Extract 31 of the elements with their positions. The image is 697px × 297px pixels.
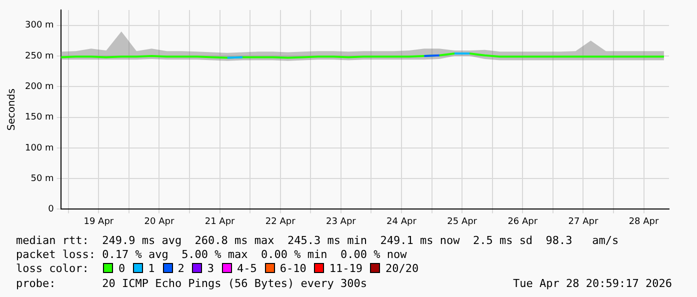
legend-label: 11-19 — [329, 262, 362, 275]
x-tick-label: 26 Apr — [508, 216, 538, 227]
legend-label: 20/20 — [385, 262, 419, 275]
x-tick-label: 24 Apr — [386, 216, 417, 227]
legend-label: 2 — [178, 262, 184, 275]
legend-label: 6-10 — [280, 262, 306, 275]
y-axis-title: Seconds — [6, 88, 18, 131]
legend-label: 3 — [207, 262, 214, 275]
y-tick-label: 50 m — [30, 174, 54, 184]
text: Tue Apr 28 20:59:17 2026 — [513, 277, 672, 290]
y-tick-label: 250 m — [24, 51, 54, 62]
legend-label: 4-5 — [236, 262, 257, 275]
x-tick-label: 19 Apr — [84, 216, 114, 227]
x-tick-label: 23 Apr — [326, 216, 356, 227]
x-tick-label: 22 Apr — [265, 216, 296, 227]
text: packet loss: 0.17 % avg 5.00 % max 0.00 % min 0.00 % now — [16, 248, 407, 261]
y-tick-label: 300 m — [24, 20, 54, 31]
y-tick-label: 200 m — [24, 82, 54, 92]
text: median rtt: 249.9 ms avg 260.8 ms max 245.3 ms min 249.1 ms now 2.5 ms sd 98.3 am/s — [16, 234, 619, 247]
y-tick-label: 0 — [48, 204, 54, 215]
legend-label: 1 — [148, 262, 155, 275]
x-tick-label: 21 Apr — [204, 216, 236, 227]
y-tick-label: 150 m — [24, 112, 54, 123]
legend-title: loss color: — [16, 262, 90, 275]
x-tick-label: 20 Apr — [144, 216, 174, 227]
x-tick-label: 25 Apr — [447, 216, 478, 227]
y-tick-label: 100 m — [24, 143, 54, 154]
x-tick-label: 27 Apr — [568, 216, 598, 227]
x-tick-label: 28 Apr — [628, 216, 659, 227]
text: probe: 20 ICMP Echo Pings (56 Bytes) every 300s — [16, 277, 367, 290]
legend-label: 0 — [118, 262, 126, 275]
